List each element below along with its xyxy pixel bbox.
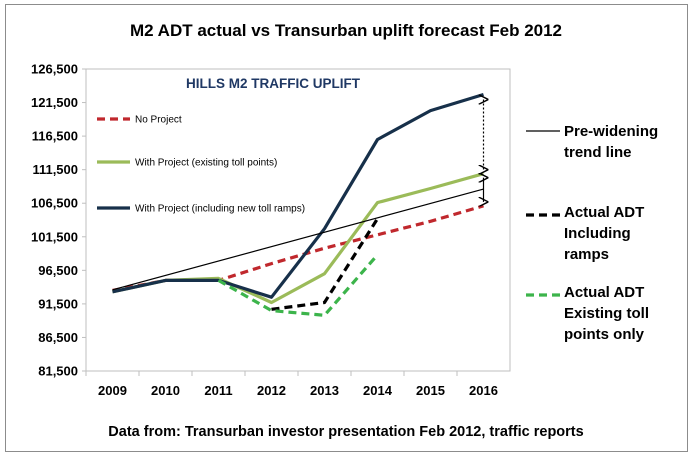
x-tick-label: 2015	[416, 383, 445, 398]
x-tick-label: 2010	[151, 383, 180, 398]
x-tick-label: 2014	[363, 383, 393, 398]
chart-frame: M2 ADT actual vs Transurban uplift forec…	[5, 4, 688, 452]
right-legend-label: Pre-widening	[564, 123, 658, 140]
right-legend: Pre-widening trend line Actual ADT Includin…	[526, 123, 658, 343]
right-legend-label: Existing toll	[564, 305, 649, 322]
x-tick-label: 2012	[257, 383, 286, 398]
series-line-4	[112, 188, 484, 291]
x-tick-label: 2013	[310, 383, 339, 398]
x-tick-label: 2011	[204, 383, 232, 398]
y-tick-label: 96,500	[38, 263, 78, 278]
inner-legend-label: With Project (including new toll ramps)	[135, 204, 305, 215]
series-line-3	[112, 92, 484, 299]
y-tick-label: 81,500	[38, 364, 78, 379]
chart-svg: M2 ADT actual vs Transurban uplift forec…	[31, 21, 658, 440]
right-legend-label: points only	[564, 326, 645, 343]
series-line-1	[112, 204, 484, 293]
y-tick-label: 91,500	[38, 296, 78, 311]
chart-title: M2 ADT actual vs Transurban uplift forec…	[130, 21, 562, 40]
y-tick-label: 86,500	[38, 330, 78, 345]
inner-legend-label: No Project	[135, 115, 182, 126]
y-tick-label: 126,500	[31, 62, 78, 77]
inner-legend: No Project With Project (existing toll po…	[97, 115, 305, 215]
right-legend-label: Actual ADT	[564, 204, 644, 221]
right-legend-label: trend line	[564, 144, 632, 161]
series-layer	[112, 92, 484, 317]
source-note: Data from: Transurban investor presentat…	[108, 424, 583, 440]
y-tick-label: 106,500	[31, 196, 78, 211]
y-tick-label: 121,500	[31, 95, 78, 110]
x-axis-ticks: 2009 2010 2011 2012 2013 2014 2015 2016	[85, 371, 498, 398]
right-legend-label: Actual ADT	[564, 284, 644, 301]
x-tick-label: 2016	[469, 383, 498, 398]
series-line-5	[271, 217, 379, 311]
inner-chart-title: HILLS M2 TRAFFIC UPLIFT	[186, 76, 361, 91]
y-tick-label: 116,500	[32, 129, 78, 144]
inner-legend-label: With Project (existing toll points)	[135, 158, 277, 169]
y-axis-ticks: 126,500 121,500 116,500 111,500 106,500 101,5…	[31, 62, 86, 379]
y-tick-label: 101,500	[31, 229, 78, 244]
plot-area	[85, 68, 511, 372]
x-tick-label: 2009	[98, 383, 127, 398]
right-legend-label: ramps	[564, 246, 609, 263]
right-legend-label: Including	[564, 225, 631, 242]
y-tick-label: 111,500	[32, 162, 78, 177]
series-line-6	[217, 253, 379, 317]
